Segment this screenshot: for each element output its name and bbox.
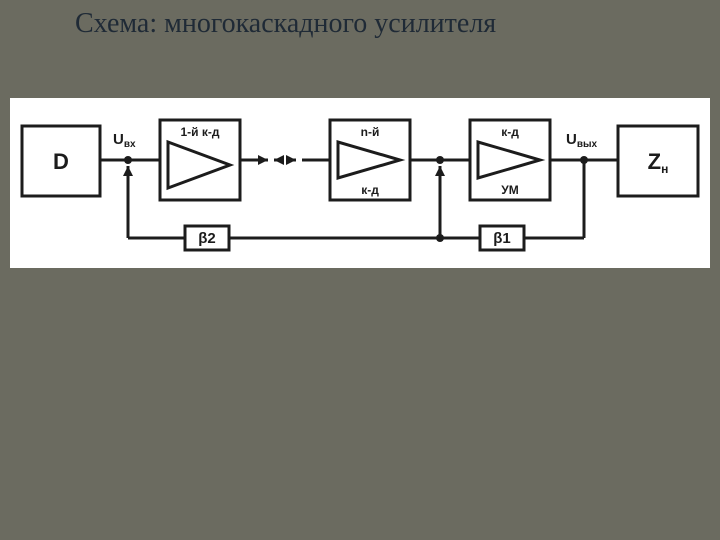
- svg-text:Zн: Zн: [648, 149, 669, 176]
- svg-text:к-д: к-д: [501, 125, 519, 139]
- slide: Схема: многокаскадного усилителя D 1-й к-…: [0, 0, 720, 540]
- slide-title: Схема: многокаскадного усилителя: [75, 6, 635, 41]
- svg-text:β2: β2: [198, 230, 216, 247]
- label-Uout: Uвых: [566, 131, 598, 150]
- label-Uin: Uвх: [113, 131, 136, 150]
- svg-text:к-д: к-д: [361, 183, 379, 197]
- svg-text:D: D: [53, 149, 69, 174]
- node-ZN: Zн: [618, 126, 698, 196]
- svg-text:УМ: УМ: [501, 183, 518, 197]
- schematic-svg: D 1-й к-д n-й к-д к-д УМ Zн β2 β1 Uвх Uвых: [10, 98, 710, 268]
- svg-text:1-й к-д: 1-й к-д: [181, 125, 220, 139]
- svg-text:β1: β1: [493, 230, 511, 247]
- svg-text:n-й: n-й: [361, 125, 380, 139]
- schematic-panel: D 1-й к-д n-й к-д к-д УМ Zн β2 β1 Uвх Uвых: [10, 98, 710, 268]
